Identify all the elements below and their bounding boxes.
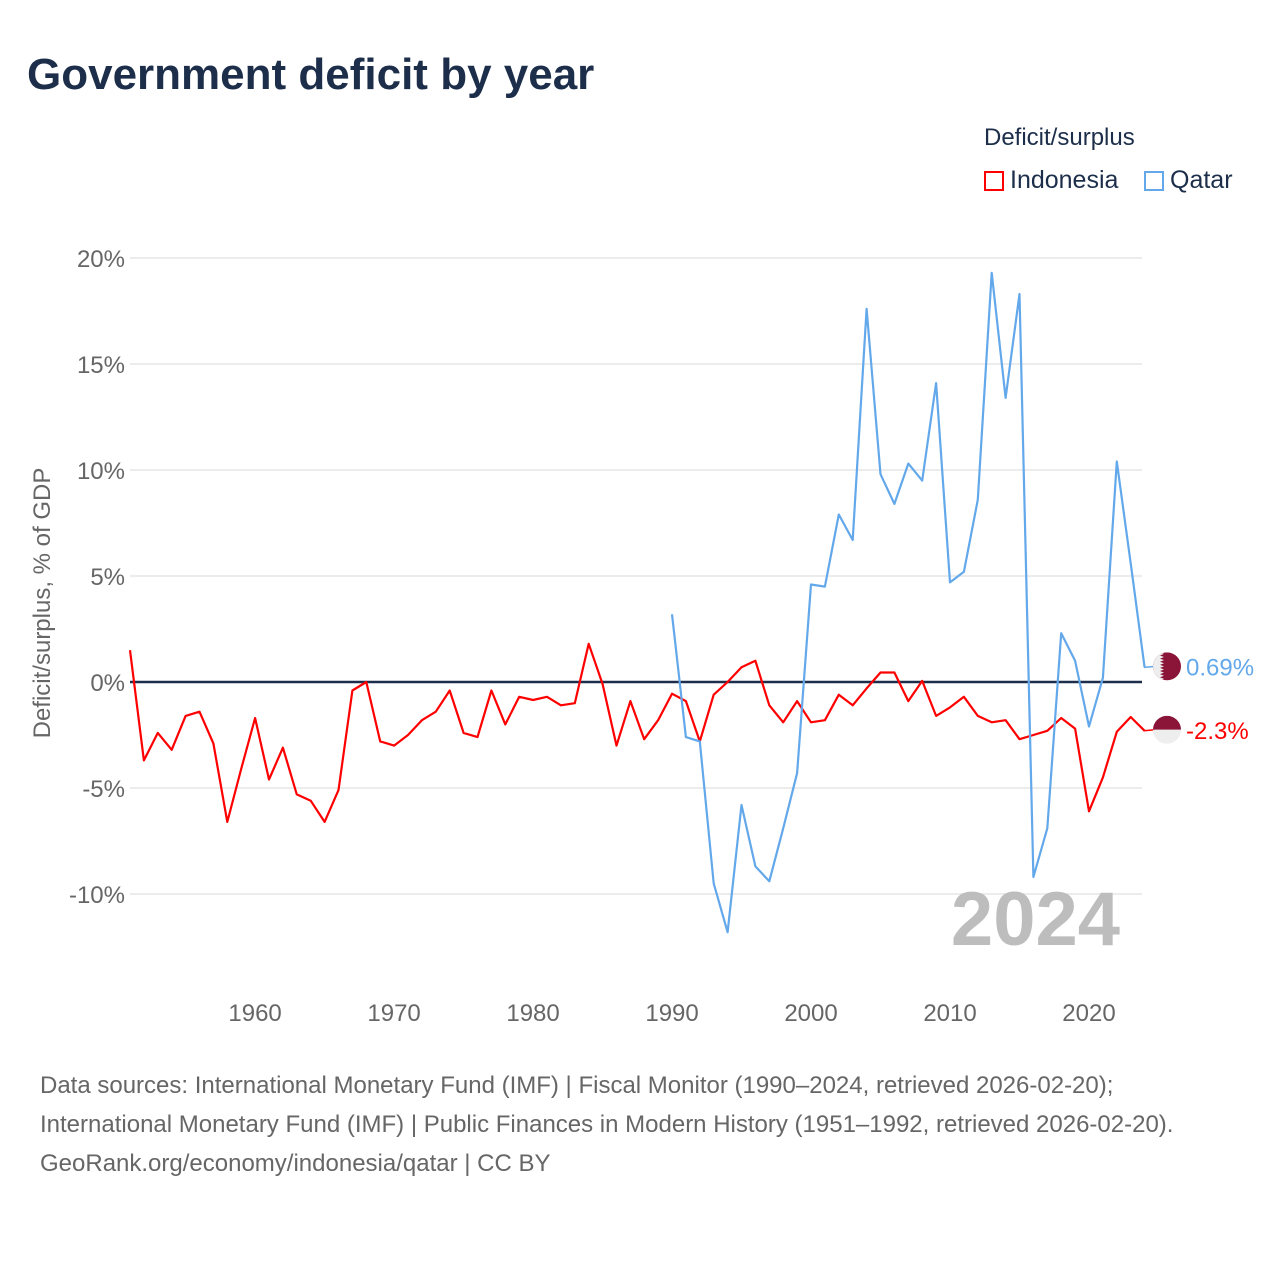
legend-label: Qatar <box>1170 166 1233 194</box>
y-tick-label: -10% <box>69 882 125 909</box>
end-value-label-indonesia: -2.3% <box>1186 718 1249 745</box>
y-tick-label: 0% <box>90 670 125 697</box>
y-axis-label: Deficit/surplus, % of GDP <box>29 468 56 739</box>
y-tick-label: 10% <box>77 458 125 485</box>
legend-item-qatar[interactable]: Qatar <box>1144 166 1233 195</box>
legend-label: Indonesia <box>1010 166 1119 194</box>
y-tick-label: 5% <box>90 564 125 591</box>
y-tick-label: 20% <box>77 246 125 273</box>
legend-title: Deficit/surplus <box>984 124 1135 151</box>
source-link[interactable]: GeoRank.org/economy/indonesia/qatar | CC… <box>40 1150 551 1177</box>
x-tick-label: 1980 <box>506 1000 559 1027</box>
x-tick-label: 2020 <box>1062 1000 1115 1027</box>
series-line-indonesia <box>128 642 1146 824</box>
x-tick-label: 1960 <box>228 1000 281 1027</box>
series-line-qatar <box>670 271 1146 934</box>
end-value-label-qatar: 0.69% <box>1186 654 1254 681</box>
legend-item-indonesia[interactable]: Indonesia <box>984 166 1118 195</box>
year-watermark: 2024 <box>951 877 1120 962</box>
flag-indonesia-icon <box>1153 715 1181 744</box>
legend-swatch-indonesia <box>984 170 1004 191</box>
line-chart: -10% -5% 0% 5% 10% 15% 20% 1960 1970 1980 1990 2000… <box>29 246 1254 1027</box>
x-tick-label: 2010 <box>923 1000 976 1027</box>
legend-swatch-qatar <box>1144 170 1164 191</box>
y-tick-label: 15% <box>77 352 125 379</box>
sources: Data sources: International Monetary Fun… <box>40 1066 1240 1183</box>
chart-title: Government deficit by year <box>27 50 595 99</box>
y-tick-label: -5% <box>82 776 125 803</box>
x-tick-label: 2000 <box>784 1000 837 1027</box>
x-tick-label: 1990 <box>645 1000 698 1027</box>
data-sources: Data sources: International Monetary Fun… <box>40 1072 1174 1138</box>
x-tick-label: 1970 <box>367 1000 420 1027</box>
flag-qatar-icon <box>1153 652 1181 681</box>
